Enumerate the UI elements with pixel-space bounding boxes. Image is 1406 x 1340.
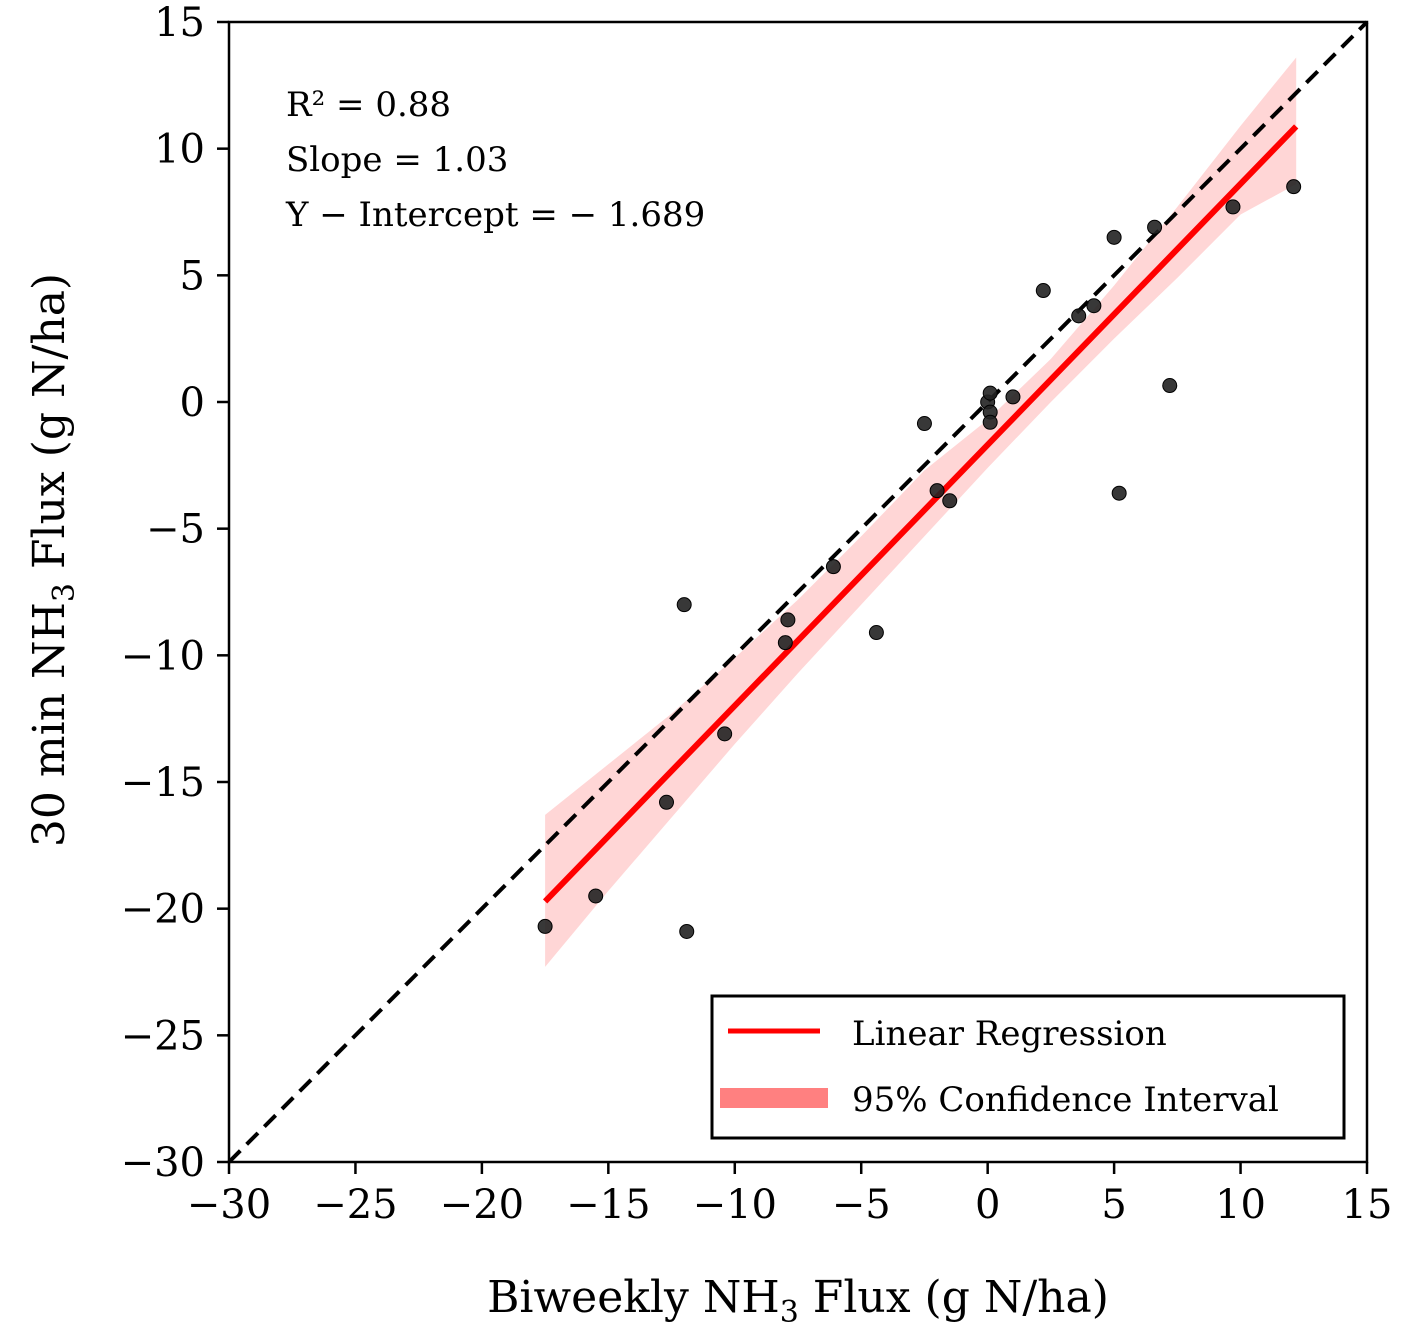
plot-frame xyxy=(227,20,1369,1164)
x-tick-label: −10 xyxy=(693,1182,777,1228)
intercept-annotation: Y − Intercept = − 1.689 xyxy=(285,195,705,235)
data-point xyxy=(868,625,884,641)
y-tick-label: 10 xyxy=(154,127,205,173)
data-point xyxy=(1106,229,1122,245)
slope-annotation: Slope = 1.03 xyxy=(286,140,508,180)
x-tick-label: 5 xyxy=(1101,1182,1126,1228)
y-tick-label: 0 xyxy=(180,380,205,426)
data-point xyxy=(1286,179,1302,195)
y-tick-label: −15 xyxy=(121,760,205,806)
x-tick-label: −15 xyxy=(566,1182,650,1228)
x-tick-label: 0 xyxy=(975,1182,1000,1228)
data-point xyxy=(982,385,998,401)
data-point xyxy=(676,597,692,613)
y-tick-label: −25 xyxy=(121,1013,205,1059)
data-point xyxy=(717,726,733,742)
data-point xyxy=(1162,378,1178,394)
legend-box xyxy=(710,994,1346,1140)
y-tick-label: −5 xyxy=(146,507,205,553)
y-axis-ticks: −30 −25 −20 −15 −10 −5 0 5 10 15 xyxy=(121,0,229,1186)
data-point xyxy=(1071,308,1087,324)
y-tick-label: 5 xyxy=(180,253,205,299)
data-point xyxy=(588,888,604,904)
legend: Linear Regression 95% Confidence Interva… xyxy=(710,994,1346,1140)
x-axis-ticks: −30 −25 −20 −15 −10 −5 0 5 10 15 xyxy=(187,1162,1393,1228)
regression-line-layer xyxy=(542,124,1299,904)
x-tick-label: −5 xyxy=(832,1182,891,1228)
data-points xyxy=(537,179,1302,939)
legend-regression-label: Linear Regression xyxy=(852,1014,1167,1054)
data-point xyxy=(929,483,945,499)
x-tick-label: 10 xyxy=(1215,1182,1266,1228)
regression-line xyxy=(542,124,1299,904)
data-point xyxy=(1005,389,1021,405)
y-tick-label: −20 xyxy=(121,887,205,933)
data-point xyxy=(1225,199,1241,215)
data-point xyxy=(679,923,695,939)
data-point xyxy=(1147,219,1163,235)
y-axis-label: 30 min NH3 Flux (g N/ha) xyxy=(24,273,82,847)
data-point xyxy=(825,559,841,575)
data-point xyxy=(1035,283,1051,299)
x-tick-label: −30 xyxy=(187,1182,271,1228)
x-tick-label: 15 xyxy=(1342,1182,1393,1228)
y-tick-label: −30 xyxy=(121,1140,205,1186)
data-point xyxy=(942,493,958,509)
data-point xyxy=(777,635,793,651)
legend-band-label: 95% Confidence Interval xyxy=(852,1080,1279,1120)
r-squared-annotation: R² = 0.88 xyxy=(286,85,451,125)
x-axis-label: Biweekly NH3 Flux (g N/ha) xyxy=(487,1272,1109,1330)
y-tick-label: −10 xyxy=(121,633,205,679)
x-tick-label: −20 xyxy=(440,1182,524,1228)
data-point xyxy=(537,918,553,934)
data-point xyxy=(982,414,998,430)
legend-band-swatch xyxy=(720,1088,828,1108)
data-point xyxy=(1086,298,1102,314)
data-point xyxy=(658,794,674,810)
identity-line xyxy=(227,20,1369,1164)
identity-line-layer xyxy=(227,20,1369,1164)
x-tick-label: −25 xyxy=(313,1182,397,1228)
y-tick-label: 15 xyxy=(154,0,205,46)
data-point xyxy=(780,612,796,628)
data-point xyxy=(1111,485,1127,501)
data-point xyxy=(916,416,932,432)
